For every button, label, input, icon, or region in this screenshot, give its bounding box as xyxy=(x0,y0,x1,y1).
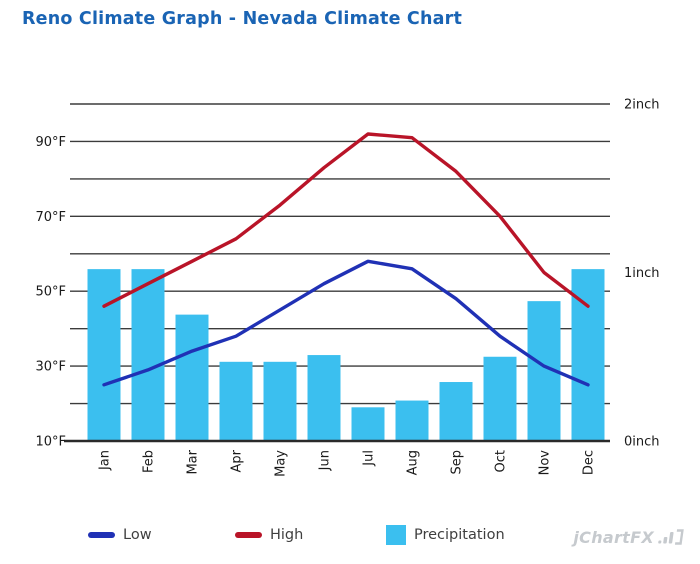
precipitation-bar xyxy=(439,382,473,441)
low-line xyxy=(102,259,590,387)
x-axis-label: Sep xyxy=(450,450,465,475)
x-axis-label: Dec xyxy=(582,450,597,475)
y-axis-label-left: 90°F xyxy=(35,135,66,150)
legend-item-low: Low xyxy=(88,524,152,546)
y-axis-label-left: 10°F xyxy=(35,435,66,450)
low-line-swatch xyxy=(88,532,115,538)
precipitation-bar xyxy=(87,269,121,441)
x-axis-label: Jun xyxy=(318,450,333,471)
y-axis-label-right: 1inch xyxy=(624,266,660,281)
precipitation-swatch xyxy=(386,525,406,545)
high-line-swatch xyxy=(235,532,262,538)
legend-label-high: High xyxy=(270,527,304,543)
x-axis-label: Feb xyxy=(142,450,157,473)
precipitation-bar xyxy=(131,269,165,441)
y-axis-label-right: 0inch xyxy=(624,435,660,450)
x-axis-label: Jan xyxy=(98,450,113,471)
jchartfx-logo: jChartFX xyxy=(573,526,684,548)
y-axis-label-left: 30°F xyxy=(35,360,66,375)
precipitation-bar xyxy=(175,314,209,441)
x-axis-label: May xyxy=(274,450,289,477)
high-line xyxy=(102,132,590,308)
y-axis-label-left: 70°F xyxy=(35,210,66,225)
precipitation-bar xyxy=(263,361,297,441)
y-axis-label-right: 2inch xyxy=(624,98,660,113)
precipitation-bar xyxy=(307,355,341,441)
precipitation-bar xyxy=(483,356,517,441)
x-axis-label: Oct xyxy=(494,450,509,472)
precipitation-bar xyxy=(351,407,385,441)
x-axis-label: Jul xyxy=(362,450,377,467)
logo-text: jChartFX xyxy=(573,527,654,547)
legend-label-low: Low xyxy=(123,527,152,543)
x-axis-label: Mar xyxy=(186,449,201,474)
precipitation-bar xyxy=(571,269,605,441)
page-title: Reno Climate Graph - Nevada Climate Char… xyxy=(22,9,463,29)
logo-chart-icon xyxy=(658,529,684,545)
legend-item-precipitation: Precipitation xyxy=(386,524,505,546)
chart-legend: Low High Precipitation xyxy=(0,524,700,550)
precipitation-bar xyxy=(395,400,429,441)
x-axis-label: Apr xyxy=(230,449,245,472)
y-axis-label-left: 50°F xyxy=(35,285,66,300)
precipitation-bar xyxy=(219,361,253,441)
legend-label-precipitation: Precipitation xyxy=(414,527,505,543)
x-axis-label: Nov xyxy=(538,450,553,476)
legend-item-high: High xyxy=(235,524,303,546)
x-axis-label: Aug xyxy=(406,450,421,475)
